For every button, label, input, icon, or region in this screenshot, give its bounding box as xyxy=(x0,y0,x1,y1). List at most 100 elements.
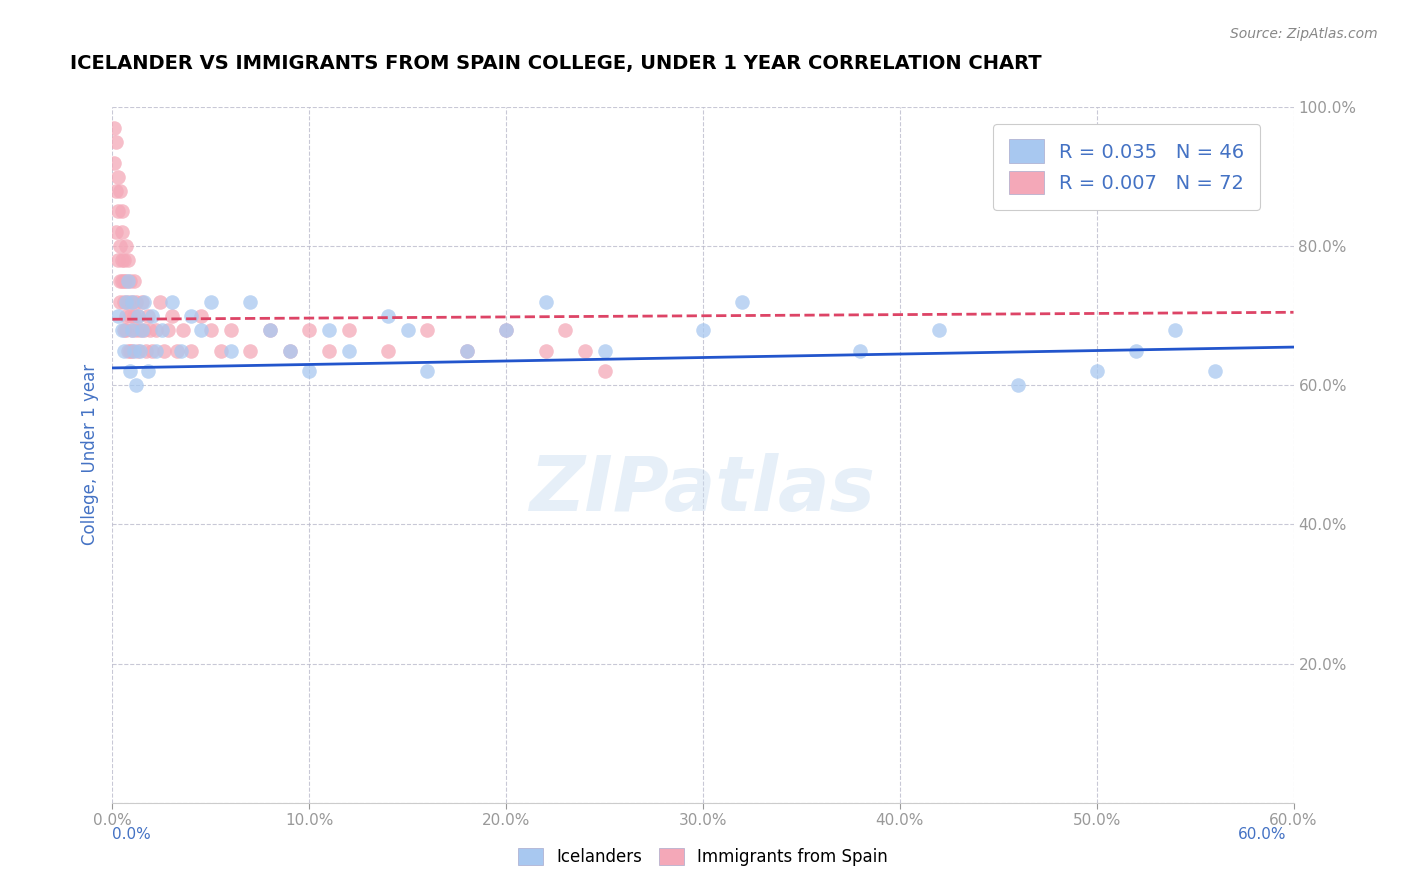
Point xyxy=(152,343,174,358)
Point xyxy=(115,323,138,337)
Point xyxy=(166,343,188,358)
Point xyxy=(107,253,129,268)
Point xyxy=(209,343,232,358)
Point xyxy=(200,294,222,309)
Point xyxy=(456,343,478,358)
Point xyxy=(129,323,152,337)
Point xyxy=(219,323,242,337)
Point xyxy=(135,343,157,358)
Point xyxy=(127,309,149,323)
Point xyxy=(170,343,193,358)
Point xyxy=(928,323,950,337)
Point xyxy=(105,135,128,149)
Point xyxy=(259,323,281,337)
Point xyxy=(112,274,135,288)
Point xyxy=(1204,364,1226,378)
Point xyxy=(110,274,132,288)
Point xyxy=(127,343,149,358)
Point xyxy=(534,294,557,309)
Point xyxy=(117,294,139,309)
Point xyxy=(337,343,360,358)
Point xyxy=(105,225,128,239)
Point xyxy=(456,343,478,358)
Point xyxy=(125,323,148,337)
Point xyxy=(190,323,212,337)
Point xyxy=(117,274,139,288)
Point xyxy=(111,274,134,288)
Point xyxy=(125,378,148,392)
Point xyxy=(416,323,439,337)
Point xyxy=(122,309,145,323)
Point xyxy=(141,343,163,358)
Point xyxy=(111,225,134,239)
Point xyxy=(574,343,596,358)
Point xyxy=(121,294,143,309)
Point xyxy=(156,323,179,337)
Point xyxy=(121,323,143,337)
Point xyxy=(112,323,135,337)
Legend: R = 0.035   N = 46, R = 0.007   N = 72: R = 0.035 N = 46, R = 0.007 N = 72 xyxy=(994,124,1260,210)
Point xyxy=(1085,364,1108,378)
Point xyxy=(131,323,153,337)
Point xyxy=(110,239,132,253)
Point xyxy=(337,323,360,337)
Point xyxy=(145,343,167,358)
Point xyxy=(495,323,517,337)
Point xyxy=(103,120,125,135)
Y-axis label: College, Under 1 year: College, Under 1 year xyxy=(80,364,98,546)
Point xyxy=(200,323,222,337)
Point xyxy=(298,323,321,337)
Point xyxy=(278,343,301,358)
Point xyxy=(127,309,149,323)
Point xyxy=(117,253,139,268)
Point xyxy=(107,204,129,219)
Point xyxy=(377,309,399,323)
Point xyxy=(180,343,202,358)
Point xyxy=(219,343,242,358)
Point xyxy=(122,274,145,288)
Point xyxy=(136,364,159,378)
Point xyxy=(239,343,262,358)
Point xyxy=(692,323,714,337)
Point xyxy=(278,343,301,358)
Legend: Icelanders, Immigrants from Spain: Icelanders, Immigrants from Spain xyxy=(510,840,896,875)
Point xyxy=(139,323,162,337)
Point xyxy=(112,253,135,268)
Point xyxy=(121,323,143,337)
Point xyxy=(1164,323,1187,337)
Point xyxy=(115,239,138,253)
Point xyxy=(121,343,143,358)
Point xyxy=(145,323,167,337)
Point xyxy=(132,294,155,309)
Point xyxy=(111,253,134,268)
Point xyxy=(298,364,321,378)
Point xyxy=(121,294,143,309)
Point xyxy=(120,364,142,378)
Point xyxy=(150,323,173,337)
Point xyxy=(172,323,194,337)
Point xyxy=(122,343,145,358)
Point xyxy=(318,323,340,337)
Point xyxy=(132,323,155,337)
Point xyxy=(149,294,172,309)
Point xyxy=(180,309,202,323)
Point xyxy=(136,309,159,323)
Point xyxy=(731,294,754,309)
Point xyxy=(593,343,616,358)
Point xyxy=(107,169,129,184)
Point xyxy=(129,343,152,358)
Text: 60.0%: 60.0% xyxy=(1239,827,1286,841)
Text: Source: ZipAtlas.com: Source: ZipAtlas.com xyxy=(1230,27,1378,41)
Point xyxy=(112,294,135,309)
Point xyxy=(554,323,576,337)
Point xyxy=(125,294,148,309)
Point xyxy=(377,343,399,358)
Point xyxy=(396,323,419,337)
Point xyxy=(160,294,183,309)
Point xyxy=(416,364,439,378)
Point xyxy=(111,204,134,219)
Text: ICELANDER VS IMMIGRANTS FROM SPAIN COLLEGE, UNDER 1 YEAR CORRELATION CHART: ICELANDER VS IMMIGRANTS FROM SPAIN COLLE… xyxy=(70,54,1042,72)
Point xyxy=(103,155,125,169)
Text: ZIPatlas: ZIPatlas xyxy=(530,453,876,526)
Point xyxy=(495,323,517,337)
